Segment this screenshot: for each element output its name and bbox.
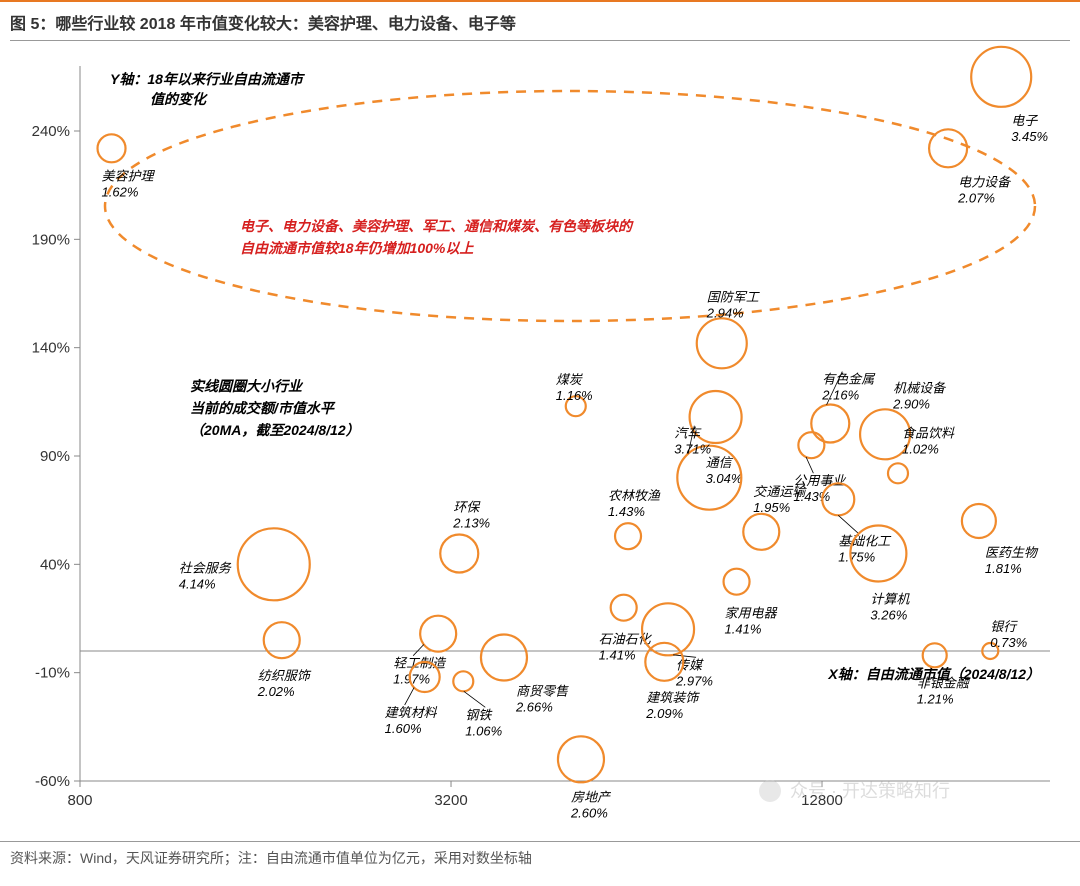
bubble-交通运输 (743, 514, 779, 550)
bubble-纺织服饰 (264, 622, 300, 658)
svg-text:众号 · 开达策略知行: 众号 · 开达策略知行 (790, 781, 950, 801)
annotation-legend: 实线圆圈大小行业当前的成交额/市值水平（20MA，截至2024/8/12） (190, 378, 360, 438)
bubble-农林牧渔 (615, 523, 641, 549)
bubble-商贸零售 (481, 635, 527, 681)
x-tick-label: 3200 (434, 792, 467, 809)
y-tick-label: 90% (40, 448, 70, 465)
bubble-社会服务 (238, 528, 310, 600)
bubble-label: 机械设备2.90% (892, 380, 947, 411)
bubble-label: 计算机3.26% (870, 592, 910, 623)
footer-source: 资料来源：Wind，天风证券研究所；注：自由流通市值单位为亿元，采用对数坐标轴 (0, 841, 1080, 874)
bubble-label: 电力设备2.07% (957, 174, 1012, 205)
annotation-highlight: 电子、电力设备、美容护理、军工、通信和煤炭、有色等板块的自由流通市值较18年仍增… (240, 218, 634, 256)
bubble-label: 煤炭1.16% (556, 372, 593, 403)
bubble-label: 电子3.45% (1011, 113, 1048, 144)
bubble-label: 非银金融1.21% (917, 675, 971, 706)
y-axis-title: Y轴：18年以来行业自由流通市值的变化 (110, 71, 306, 107)
bubble-石油石化 (611, 595, 637, 621)
bubble-医药生物 (962, 504, 996, 538)
bubble-label: 美容护理1.62% (102, 168, 156, 199)
bubble-label: 银行0.73% (990, 619, 1027, 650)
y-tick-label: -60% (35, 773, 70, 790)
bubble-label: 建筑材料1.60% (385, 705, 438, 736)
bubble-label: 纺织服饰2.02% (257, 668, 312, 699)
bubble-国防军工 (697, 318, 747, 368)
bubble-label: 食品饮料1.02% (902, 425, 955, 456)
bubble-label: 房地产2.60% (570, 789, 612, 820)
chart-title: 图 5：哪些行业较 2018 年市值变化较大：美容护理、电力设备、电子等 (0, 0, 1080, 40)
bubble-房地产 (558, 736, 604, 782)
bubble-label: 有色金属2.16% (821, 372, 876, 403)
bubble-有色金属 (811, 405, 849, 443)
y-tick-label: 140% (32, 340, 70, 357)
bubble-轻工制造 (420, 616, 456, 652)
bubble-公用事业 (798, 432, 824, 458)
bubble-label: 医药生物1.81% (985, 545, 1039, 576)
bubble-家用电器 (724, 569, 750, 595)
bubble-环保 (440, 535, 478, 573)
y-tick-label: -10% (35, 665, 70, 682)
y-tick-label: 190% (32, 231, 70, 248)
bubble-label: 汽车3.71% (674, 426, 711, 457)
bubble-label: 社会服务4.14% (179, 560, 232, 591)
highlight-ellipse (105, 91, 1035, 321)
x-tick-label: 800 (67, 792, 92, 809)
bubble-label: 家用电器1.41% (725, 606, 778, 637)
bubble-美容护理 (98, 134, 126, 162)
y-tick-label: 40% (40, 556, 70, 573)
bubble-label: 钢铁1.06% (465, 707, 502, 738)
bubble-食品饮料 (888, 463, 908, 483)
y-tick-label: 240% (32, 123, 70, 140)
bubble-label: 环保2.13% (452, 500, 490, 531)
bubble-非银金融 (923, 643, 947, 667)
bubble-chart: -60%-10%40%90%140%190%240%800320012800Y轴… (10, 40, 1070, 841)
bubble-传媒 (642, 603, 694, 655)
bubble-label: 商贸零售2.66% (515, 684, 569, 715)
bubble-label: 国防军工2.94% (706, 289, 761, 320)
bubble-label: 基础化工1.75% (838, 533, 892, 564)
bubble-钢铁 (453, 671, 473, 691)
bubble-电子 (971, 47, 1031, 107)
watermark: 众号 · 开达策略知行 (759, 780, 950, 802)
bubble-电力设备 (929, 129, 967, 167)
bubble-label: 农林牧渔1.43% (608, 488, 661, 519)
bubble-label: 建筑装饰2.09% (645, 690, 700, 721)
